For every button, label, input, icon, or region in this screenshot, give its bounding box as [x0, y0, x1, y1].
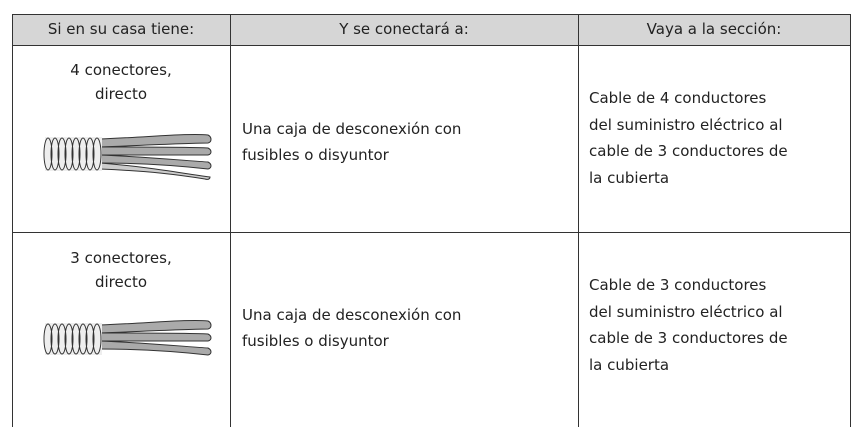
- text-line: cable de 3 conductores de: [589, 142, 788, 160]
- border: [230, 14, 231, 427]
- text-line: fusibles o disyuntor: [242, 146, 389, 164]
- text-line: fusibles o disyuntor: [242, 332, 389, 350]
- text-line: directo: [94, 273, 148, 291]
- border: [850, 14, 851, 427]
- text-line: 3 conectores,: [70, 249, 172, 267]
- text-line: Cable de 4 conductores: [589, 89, 767, 107]
- text-line: 4 conectores,: [70, 61, 172, 79]
- header-background: [12, 14, 850, 45]
- header-cell: Vaya a la sección:: [646, 20, 782, 38]
- text-line: del suministro eléctrico al: [589, 115, 783, 134]
- cell: Una caja de desconexión con fusibles o d…: [242, 116, 461, 168]
- border: [12, 232, 851, 233]
- cell: Cable de 4 conductores del suministro el…: [589, 85, 788, 191]
- text-line: Una caja de desconexión con: [242, 120, 462, 138]
- cable-icon-3: [43, 319, 212, 356]
- text-line: del suministro eléctrico al: [589, 302, 783, 321]
- text-line: Cable de 3 conductores: [589, 276, 767, 294]
- cell: 4 conectores, directo: [12, 58, 230, 106]
- text-line: directo: [94, 85, 148, 103]
- border: [12, 45, 851, 46]
- cell: 3 conectores, directo: [12, 246, 230, 294]
- cell: Una caja de desconexión con fusibles o d…: [242, 302, 461, 354]
- cable-icon-4: [43, 133, 212, 180]
- cell: Cable de 3 conductores del suministro el…: [589, 272, 788, 378]
- header-cell: Y se conectará a:: [339, 20, 469, 38]
- text-line: la cubierta: [589, 168, 670, 187]
- border: [578, 14, 579, 427]
- text-line: Una caja de desconexión con: [242, 306, 462, 324]
- border: [12, 14, 851, 15]
- header-cell: Si en su casa tiene:: [47, 20, 195, 38]
- text-line: la cubierta: [589, 355, 670, 374]
- text-line: cable de 3 conductores de: [589, 329, 788, 347]
- border: [12, 14, 13, 427]
